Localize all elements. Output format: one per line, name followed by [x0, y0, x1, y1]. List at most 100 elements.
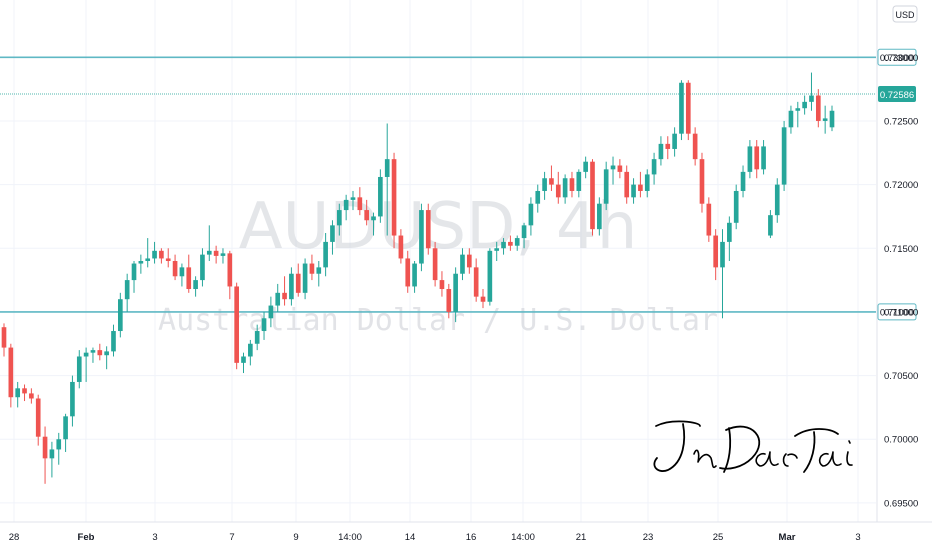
candle[interactable]	[1, 323, 7, 357]
candle[interactable]	[747, 140, 753, 179]
candle[interactable]	[172, 254, 178, 281]
candle[interactable]	[508, 235, 513, 251]
candle[interactable]	[788, 105, 794, 134]
candle[interactable]	[638, 171, 643, 198]
candle[interactable]	[631, 178, 636, 204]
candle[interactable]	[295, 263, 301, 297]
candle[interactable]	[97, 343, 103, 361]
candle[interactable]	[405, 250, 411, 293]
candle[interactable]	[679, 80, 684, 141]
candle[interactable]	[70, 375, 75, 427]
candle[interactable]	[480, 289, 486, 309]
candle[interactable]	[432, 241, 438, 287]
candle[interactable]	[644, 169, 650, 198]
candle[interactable]	[90, 347, 96, 363]
candle[interactable]	[76, 350, 82, 389]
candle[interactable]	[159, 248, 164, 264]
candle[interactable]	[569, 171, 575, 198]
candle[interactable]	[343, 194, 349, 221]
candle[interactable]	[42, 426, 48, 484]
candle[interactable]	[275, 283, 281, 312]
candle[interactable]	[521, 222, 527, 249]
candle[interactable]	[439, 271, 445, 297]
candle[interactable]	[473, 258, 479, 302]
candle[interactable]	[802, 95, 807, 115]
candle[interactable]	[597, 197, 602, 236]
candle[interactable]	[713, 229, 718, 281]
candle[interactable]	[371, 212, 376, 236]
candle[interactable]	[254, 324, 260, 351]
horizontal-levels[interactable]: 0.73000 0.71000	[0, 48, 917, 321]
candle[interactable]	[815, 89, 821, 128]
candle[interactable]	[494, 241, 500, 261]
candle[interactable]	[692, 127, 698, 166]
candle[interactable]	[309, 254, 315, 281]
candle[interactable]	[35, 394, 41, 446]
candle[interactable]	[822, 105, 828, 134]
candle[interactable]	[549, 165, 554, 191]
candle[interactable]	[138, 254, 144, 274]
candle[interactable]	[213, 245, 219, 264]
candle[interactable]	[501, 238, 506, 255]
candle[interactable]	[412, 261, 417, 293]
candle[interactable]	[8, 343, 14, 408]
candle[interactable]	[665, 136, 671, 160]
candle[interactable]	[330, 220, 335, 255]
candle[interactable]	[535, 184, 541, 213]
candle[interactable]	[234, 282, 239, 370]
candle[interactable]	[15, 381, 21, 408]
candle[interactable]	[699, 152, 705, 213]
candle[interactable]	[261, 311, 267, 340]
candle[interactable]	[111, 324, 116, 357]
candle[interactable]	[165, 248, 171, 268]
candle[interactable]	[104, 346, 109, 370]
price-axis[interactable]: 0.73000 0.72500 0.72000 0.71500 0.71000 0.705…	[884, 53, 918, 510]
candle[interactable]	[248, 339, 253, 366]
time-axis[interactable]: 28 Feb 3 7 9 14:00 14 16 14:00 21 23 25 Mar 3	[9, 532, 861, 543]
candle[interactable]	[302, 258, 308, 300]
candle[interactable]	[22, 384, 27, 402]
candle[interactable]	[576, 169, 582, 198]
currency-badge[interactable]: USD	[892, 5, 918, 23]
candle[interactable]	[809, 72, 814, 111]
candle[interactable]	[200, 248, 205, 287]
candle[interactable]	[357, 187, 363, 216]
candle[interactable]	[446, 283, 452, 319]
candle[interactable]	[562, 174, 568, 204]
candle[interactable]	[658, 136, 664, 166]
candle[interactable]	[610, 156, 616, 185]
candle[interactable]	[206, 225, 212, 261]
candle[interactable]	[761, 140, 766, 175]
candle[interactable]	[555, 171, 561, 204]
candle[interactable]	[282, 276, 287, 306]
candle[interactable]	[774, 178, 780, 223]
candle[interactable]	[487, 248, 493, 306]
candle[interactable]	[49, 441, 55, 478]
candle[interactable]	[720, 229, 725, 319]
candle[interactable]	[740, 165, 746, 198]
candle[interactable]	[56, 432, 62, 465]
candle[interactable]	[227, 250, 233, 300]
candle[interactable]	[63, 413, 68, 452]
candle[interactable]	[350, 190, 356, 211]
candle[interactable]	[466, 248, 472, 274]
candle[interactable]	[398, 229, 404, 264]
candle[interactable]	[590, 159, 595, 236]
candle[interactable]	[514, 235, 520, 251]
candles[interactable]	[1, 72, 835, 484]
candle[interactable]	[829, 105, 835, 132]
candle[interactable]	[795, 101, 801, 128]
candle[interactable]	[727, 216, 732, 261]
candle[interactable]	[145, 238, 151, 268]
candle[interactable]	[193, 276, 198, 297]
candle[interactable]	[768, 210, 773, 239]
candle[interactable]	[706, 197, 712, 242]
candle[interactable]	[781, 120, 787, 191]
candle[interactable]	[583, 156, 588, 179]
candle[interactable]	[186, 254, 192, 293]
candle[interactable]	[685, 80, 691, 141]
candle[interactable]	[733, 184, 739, 230]
candle[interactable]	[754, 140, 760, 179]
candle[interactable]	[336, 203, 342, 236]
